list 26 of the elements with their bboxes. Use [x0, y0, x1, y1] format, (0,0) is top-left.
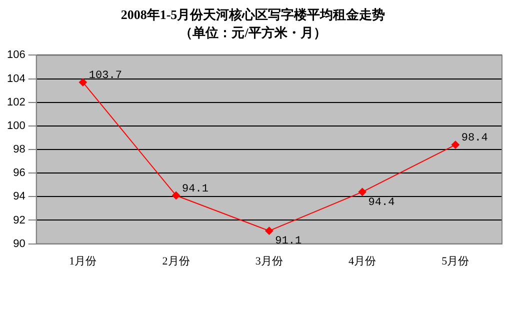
y-tick-label: 106 — [6, 49, 26, 62]
x-tick-label: 5月份 — [442, 255, 470, 268]
x-tick-label: 4月份 — [348, 255, 376, 268]
data-label: 103.7 — [88, 70, 122, 82]
point — [358, 188, 366, 196]
data-label: 94.4 — [368, 196, 396, 209]
y-tick-label: 100 — [6, 120, 26, 132]
data-label: 94.1 — [182, 183, 209, 196]
point — [265, 226, 274, 235]
y-tick-label: 104 — [6, 72, 26, 85]
y-tick-label: 92 — [13, 214, 26, 226]
y-tick-label: 96 — [13, 167, 26, 180]
x-tick-label: 2月份 — [162, 255, 190, 268]
x-tick-label: 3月份 — [255, 255, 283, 268]
y-tick-label: 102 — [6, 96, 26, 108]
chart-title: 2008年1-5月份天河核心区写字楼平均租金走势 — [120, 7, 386, 22]
y-tick-label: 98 — [13, 144, 26, 156]
point — [172, 191, 180, 200]
y-tick-label: 94 — [13, 190, 26, 203]
x-tick-label: 1月份 — [69, 255, 97, 268]
y-tick-label: 90 — [13, 238, 26, 250]
point — [451, 140, 460, 149]
data-label: 91.1 — [275, 236, 302, 248]
chart-subtitle: （单位：元/平方米・月） — [180, 24, 326, 40]
point — [78, 78, 87, 86]
data-label: 98.4 — [461, 132, 488, 145]
